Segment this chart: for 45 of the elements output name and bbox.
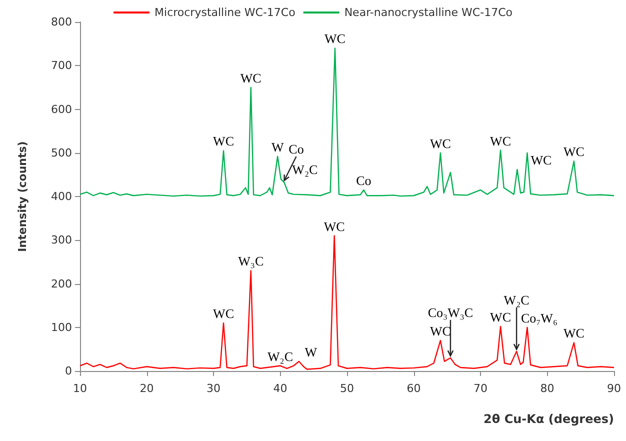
annotation: WC [213, 134, 234, 149]
annotation: W₂C [504, 292, 530, 308]
annotation: WC [563, 326, 584, 341]
annotation: WC [240, 70, 262, 86]
annotation: Co [356, 172, 372, 188]
annotation: W [304, 344, 318, 360]
y-tick-label: 600 [51, 102, 72, 116]
annotation: W [271, 139, 284, 154]
x-tick-label: 30 [206, 382, 220, 395]
annotation: WC [430, 323, 451, 338]
x-tick-label: 50 [340, 382, 354, 395]
x-tick-label: 70 [474, 382, 488, 395]
annotation: WC [490, 310, 511, 325]
legend-label: Microcrystalline WC-17Co [154, 6, 296, 19]
annotation: W₃C [238, 254, 264, 269]
annotation: WC [490, 133, 511, 148]
y-axis-title: Intensity (counts) [16, 141, 29, 252]
annotation: W₂C [268, 348, 293, 364]
legend-label: Near-nanocrystalline WC-17Co [344, 6, 513, 19]
y-tick-label: 300 [51, 234, 72, 247]
y-tick-label: 700 [51, 59, 72, 72]
x-tick-label: 90 [607, 382, 621, 395]
x-tick-label: 20 [140, 382, 154, 395]
x-tick-label: 80 [540, 382, 554, 395]
y-tick-label: 0 [65, 364, 72, 378]
y-tick-label: 100 [51, 320, 72, 334]
x-tick-label: 10 [73, 382, 87, 395]
annotation: WC [213, 306, 234, 322]
x-axis-title: 2θ Cu-Kα (degrees) [484, 412, 614, 426]
y-tick-label: 800 [51, 16, 72, 28]
annotation: Co₇W₆ [520, 310, 558, 326]
x-tick-label: 60 [406, 382, 421, 395]
annotation: WC [324, 218, 345, 234]
annotation: WC [430, 136, 451, 151]
y-tick-label: 200 [51, 277, 72, 290]
line-series [79, 48, 615, 197]
annotation: Co [288, 142, 304, 157]
y-tick-label: 500 [51, 146, 72, 160]
x-tick-label: 40 [273, 382, 288, 395]
annotation: Co₃W₃C [428, 304, 474, 320]
annotation: WC [530, 152, 552, 168]
y-tick-label: 400 [51, 190, 72, 203]
annotation: WC [563, 144, 584, 160]
annotation: W₂C [292, 162, 318, 178]
annotation: WC [324, 31, 346, 46]
